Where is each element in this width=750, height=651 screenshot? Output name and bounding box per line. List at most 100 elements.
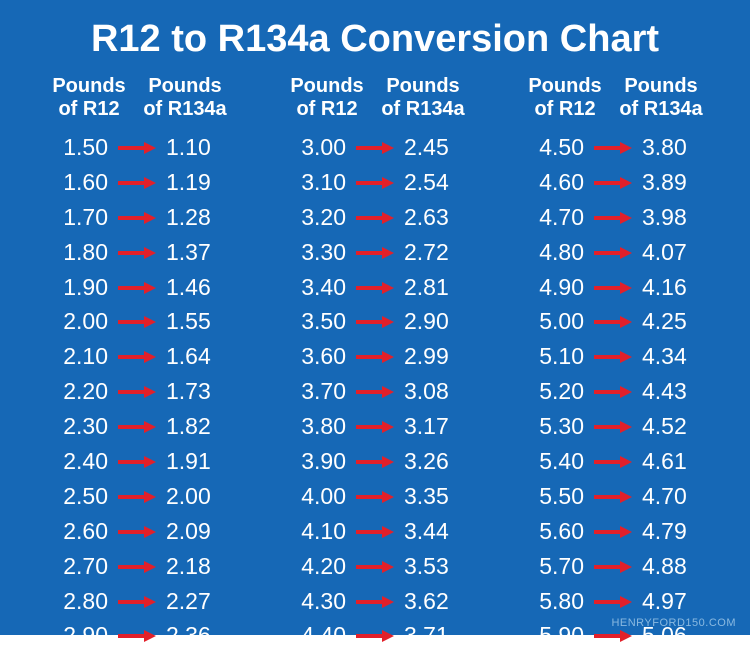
r12-value: 3.40 (286, 273, 346, 303)
r134a-value: 3.71 (404, 621, 464, 651)
r134a-value: 3.08 (404, 377, 464, 407)
conversion-row: 2.60 2.09 (28, 517, 246, 547)
arrow-right-icon (356, 176, 394, 190)
r134a-value: 3.98 (642, 203, 702, 233)
rows-container: 4.50 3.804.60 3.894.70 3.984.80 4.074.90… (504, 133, 722, 651)
header-r12-line1: Pounds (290, 75, 363, 97)
r12-value: 3.90 (286, 447, 346, 477)
conversion-row: 1.90 1.46 (28, 273, 246, 303)
conversion-row: 3.50 2.90 (266, 307, 484, 337)
r12-value: 1.90 (48, 273, 108, 303)
r12-value: 4.20 (286, 552, 346, 582)
arrow-right-icon (594, 315, 632, 329)
r134a-value: 1.46 (166, 273, 226, 303)
conversion-row: 4.10 3.44 (266, 517, 484, 547)
r134a-value: 4.25 (642, 307, 702, 337)
r12-value: 1.50 (48, 133, 108, 163)
r12-value: 2.50 (48, 482, 108, 512)
r134a-value: 3.80 (642, 133, 702, 163)
arrow-right-icon (594, 560, 632, 574)
r12-value: 4.10 (286, 517, 346, 547)
arrow-right-icon (356, 385, 394, 399)
conversion-row: 3.20 2.63 (266, 203, 484, 233)
conversion-row: 4.70 3.98 (504, 203, 722, 233)
conversion-row: 3.10 2.54 (266, 168, 484, 198)
header-r134a-line2: of R134a (143, 98, 226, 120)
arrow-right-icon (594, 629, 632, 643)
r134a-value: 4.43 (642, 377, 702, 407)
arrow-right-icon (594, 141, 632, 155)
conversion-row: 5.30 4.52 (504, 412, 722, 442)
r134a-value: 1.55 (166, 307, 226, 337)
conversion-row: 2.90 2.36 (28, 621, 246, 651)
r12-value: 5.50 (524, 482, 584, 512)
arrow-right-icon (356, 141, 394, 155)
r12-value: 5.40 (524, 447, 584, 477)
header-r12: Poundsof R12 (521, 75, 609, 121)
arrow-right-icon (594, 490, 632, 504)
r134a-value: 1.28 (166, 203, 226, 233)
arrow-right-icon (118, 629, 156, 643)
r134a-value: 2.18 (166, 552, 226, 582)
header-r12-line1: Pounds (528, 75, 601, 97)
conversion-row: 2.70 2.18 (28, 552, 246, 582)
r12-value: 5.60 (524, 517, 584, 547)
r134a-value: 4.61 (642, 447, 702, 477)
conversion-row: 4.60 3.89 (504, 168, 722, 198)
r12-value: 3.60 (286, 342, 346, 372)
r12-value: 2.30 (48, 412, 108, 442)
arrow-right-icon (118, 455, 156, 469)
conversion-chart: R12 to R134a Conversion Chart Poundsof R… (0, 0, 750, 635)
arrow-right-icon (356, 350, 394, 364)
r134a-value: 3.44 (404, 517, 464, 547)
arrow-right-icon (118, 420, 156, 434)
r12-value: 4.40 (286, 621, 346, 651)
column-headers: Poundsof R12Poundsof R134a (504, 75, 722, 121)
r12-value: 5.70 (524, 552, 584, 582)
r12-value: 5.20 (524, 377, 584, 407)
conversion-row: 5.80 4.97 (504, 587, 722, 617)
header-r134a: Poundsof R134a (379, 75, 467, 121)
conversion-row: 2.50 2.00 (28, 482, 246, 512)
conversion-row: 2.30 1.82 (28, 412, 246, 442)
arrow-right-icon (356, 595, 394, 609)
r134a-value: 2.90 (404, 307, 464, 337)
conversion-row: 3.40 2.81 (266, 273, 484, 303)
r12-value: 2.20 (48, 377, 108, 407)
arrow-right-icon (594, 525, 632, 539)
header-r134a-line2: of R134a (619, 98, 702, 120)
arrow-right-icon (118, 141, 156, 155)
r12-value: 4.80 (524, 238, 584, 268)
r12-value: 2.60 (48, 517, 108, 547)
r12-value: 5.80 (524, 587, 584, 617)
arrow-right-icon (594, 350, 632, 364)
header-r12-line1: Pounds (52, 75, 125, 97)
arrow-right-icon (356, 420, 394, 434)
r134a-value: 3.89 (642, 168, 702, 198)
arrow-right-icon (118, 350, 156, 364)
conversion-row: 5.10 4.34 (504, 342, 722, 372)
header-r134a-line1: Pounds (386, 75, 459, 97)
r134a-value: 4.97 (642, 587, 702, 617)
conversion-row: 2.20 1.73 (28, 377, 246, 407)
conversion-row: 2.10 1.64 (28, 342, 246, 372)
conversion-row: 1.70 1.28 (28, 203, 246, 233)
conversion-row: 1.80 1.37 (28, 238, 246, 268)
column-0: Poundsof R12Poundsof R134a1.50 1.101.60 … (28, 75, 246, 651)
header-r134a: Poundsof R134a (617, 75, 705, 121)
r134a-value: 3.62 (404, 587, 464, 617)
arrow-right-icon (118, 315, 156, 329)
r134a-value: 1.91 (166, 447, 226, 477)
arrow-right-icon (356, 281, 394, 295)
r12-value: 3.30 (286, 238, 346, 268)
r12-value: 2.40 (48, 447, 108, 477)
header-r134a-line1: Pounds (148, 75, 221, 97)
arrow-right-icon (118, 281, 156, 295)
r134a-value: 2.81 (404, 273, 464, 303)
header-r12: Poundsof R12 (45, 75, 133, 121)
column-headers: Poundsof R12Poundsof R134a (266, 75, 484, 121)
arrow-right-icon (356, 629, 394, 643)
r134a-value: 1.19 (166, 168, 226, 198)
r134a-value: 1.64 (166, 342, 226, 372)
conversion-row: 4.00 3.35 (266, 482, 484, 512)
